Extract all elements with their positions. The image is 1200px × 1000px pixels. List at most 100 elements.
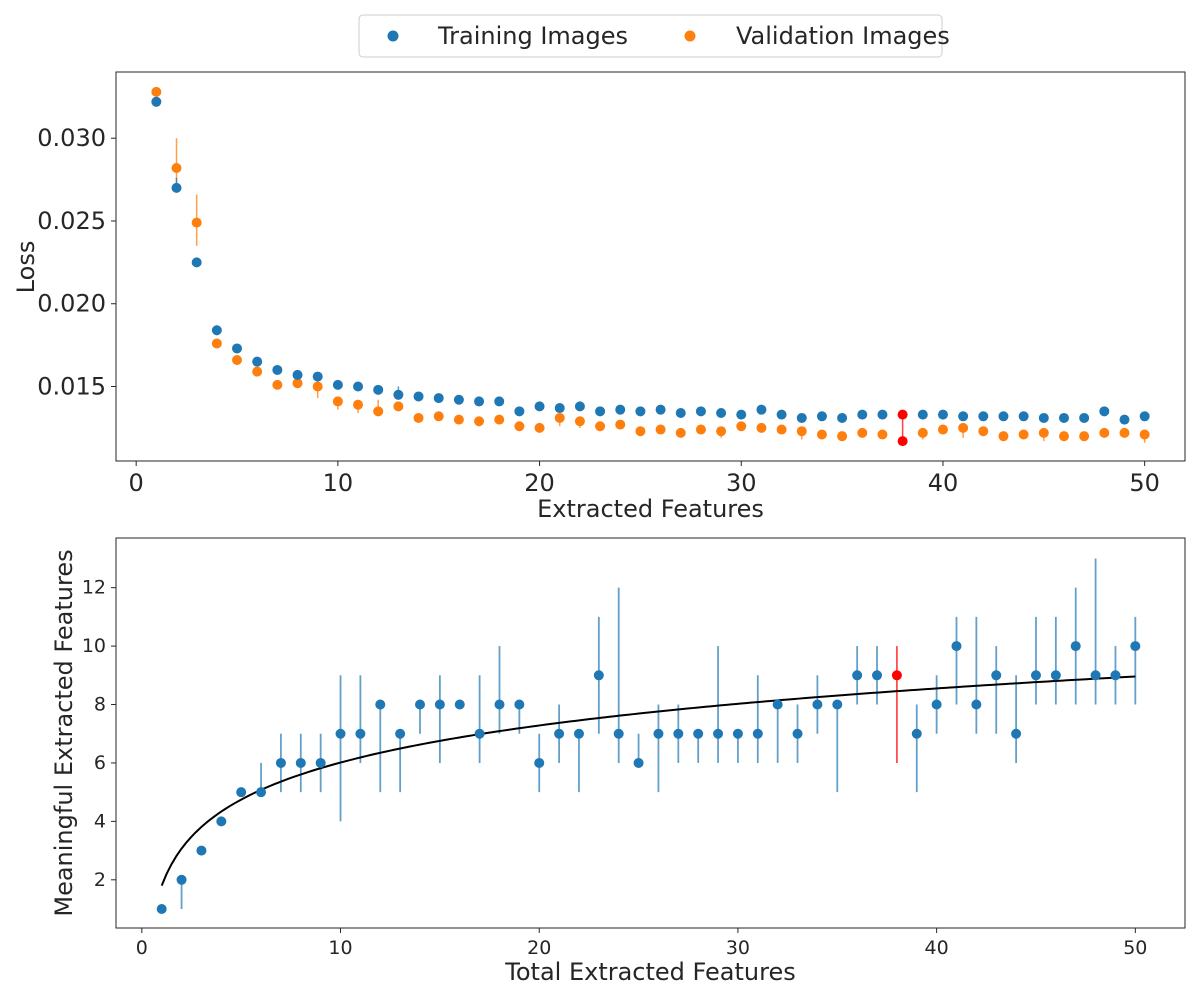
validation-point — [1139, 429, 1150, 440]
meaningful-point — [792, 728, 803, 739]
training-point — [958, 411, 969, 422]
training-point — [272, 364, 283, 375]
top-plot-xlabel: Extracted Features — [537, 495, 764, 523]
training-point — [1119, 414, 1130, 425]
bottom-xtick-label: 20 — [527, 937, 551, 959]
meaningful-point — [474, 728, 485, 739]
validation-point — [675, 427, 686, 438]
meaningful-point — [951, 641, 962, 652]
bottom-xtick-label: 0 — [136, 937, 148, 959]
bottom-ytick-label: 12 — [82, 577, 106, 599]
meaningful-point — [633, 757, 644, 768]
training-point — [675, 407, 686, 418]
legend-marker-training — [387, 30, 399, 42]
validation-point — [816, 429, 827, 440]
top-plot-frame — [115, 71, 1186, 462]
validation-point — [897, 436, 908, 447]
validation-point — [312, 381, 323, 392]
meaningful-point — [534, 757, 545, 768]
top-xtick-label: 50 — [1129, 469, 1160, 497]
meaningful-point — [1011, 728, 1022, 739]
meaningful-point — [931, 699, 942, 710]
validation-point — [393, 401, 404, 412]
top-plot-ticks: 0 10 20 30 40 50 0.015 0.020 0.025 0.030 — [37, 124, 1160, 497]
validation-point — [1038, 427, 1049, 438]
top-xtick-label: 20 — [524, 469, 555, 497]
validation-point — [776, 424, 787, 435]
training-point — [1079, 412, 1090, 423]
validation-point — [151, 86, 162, 97]
meaningful-point — [812, 699, 823, 710]
validation-point — [595, 421, 606, 432]
meaningful-point — [832, 699, 843, 710]
validation-point — [171, 163, 182, 174]
training-point — [917, 409, 928, 420]
meaningful-point — [236, 787, 247, 798]
training-point — [232, 343, 243, 354]
meaningful-point — [1110, 670, 1121, 681]
validation-point — [857, 427, 868, 438]
meaningful-point — [256, 787, 267, 798]
validation-point — [514, 421, 525, 432]
validation-point — [877, 429, 888, 440]
validation-point — [353, 399, 364, 410]
bottom-xtick-label: 30 — [726, 937, 750, 959]
meaningful-point — [673, 728, 684, 739]
training-point — [252, 356, 263, 367]
meaningful-point — [295, 757, 306, 768]
meaningful-point — [752, 728, 763, 739]
training-point — [534, 401, 545, 412]
training-point — [292, 369, 303, 380]
validation-point — [736, 421, 747, 432]
validation-point — [574, 416, 585, 427]
legend-frame — [358, 14, 943, 58]
training-point — [312, 371, 323, 382]
validation-point — [474, 416, 485, 427]
training-point — [574, 401, 585, 412]
meaningful-point — [573, 728, 584, 739]
validation-point — [958, 422, 969, 433]
validation-point — [1018, 429, 1029, 440]
training-point — [554, 403, 565, 414]
validation-point — [292, 378, 303, 389]
validation-point — [615, 419, 626, 430]
validation-point — [554, 412, 565, 423]
top-ytick-label: 0.015 — [37, 373, 106, 401]
meaningful-point — [693, 728, 704, 739]
bottom-plot-ticks: 0 10 20 30 40 50 2 4 6 8 10 12 — [82, 577, 1148, 959]
top-plot: 0 10 20 30 40 50 0.015 0.020 0.025 0.030 Extracte… — [12, 71, 1186, 523]
validation-point — [1099, 427, 1110, 438]
meaningful-point — [852, 670, 863, 681]
validation-point — [534, 422, 545, 433]
validation-point — [998, 431, 1009, 442]
validation-point — [1119, 427, 1130, 438]
validation-point — [837, 431, 848, 442]
meaningful-point — [991, 670, 1002, 681]
training-point — [211, 325, 222, 336]
training-point — [816, 411, 827, 422]
meaningful-point — [355, 728, 366, 739]
training-point — [756, 404, 767, 415]
fit-curve — [160, 675, 1136, 887]
meaningful-point — [732, 728, 743, 739]
validation-point — [655, 424, 666, 435]
bottom-plot: 0 10 20 30 40 50 2 4 6 8 10 12 Total Extracted Feat… — [50, 537, 1186, 986]
bottom-plot-frame — [115, 537, 1186, 929]
validation-point — [453, 414, 464, 425]
meaningful-point — [554, 728, 565, 739]
training-point — [998, 411, 1009, 422]
training-point — [393, 389, 404, 400]
training-point — [1139, 411, 1150, 422]
bottom-plot-xlabel: Total Extracted Features — [504, 958, 795, 986]
training-point — [837, 412, 848, 423]
bottom-ytick-label: 10 — [82, 635, 106, 657]
meaningful-point — [156, 904, 167, 915]
training-point — [937, 409, 948, 420]
meaningful-point — [434, 699, 445, 710]
bottom-xtick-label: 10 — [328, 937, 352, 959]
meaningful-point — [713, 728, 724, 739]
meaningful-point — [494, 699, 505, 710]
meaningful-point — [872, 670, 883, 681]
training-point — [514, 406, 525, 417]
